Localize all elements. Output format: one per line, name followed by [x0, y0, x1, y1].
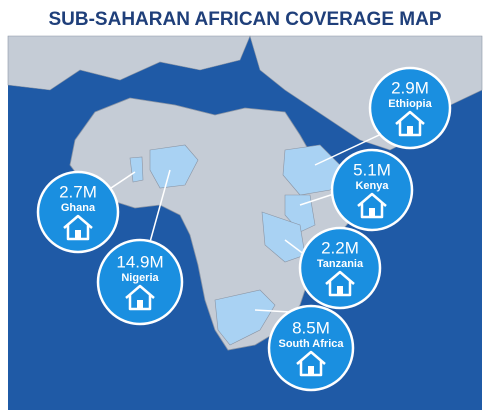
- marker-country: Nigeria: [121, 272, 159, 284]
- house-door: [137, 300, 143, 309]
- marker-circle: [36, 170, 120, 254]
- nigeria-area: [149, 144, 199, 189]
- marker-country: Ghana: [61, 202, 96, 214]
- title: SUB-SAHARAN AFRICAN COVERAGE MAP: [48, 9, 441, 30]
- markers: 2.9MEthiopia5.1MKenya2.7MGhana2.2MTanzan…: [36, 66, 452, 392]
- marker-value: 2.9M: [391, 78, 429, 97]
- south-africa-area: [214, 289, 276, 346]
- marker-value: 2.7M: [59, 182, 97, 201]
- marker-country: Tanzania: [317, 258, 364, 270]
- marker-value: 2.2M: [321, 238, 359, 257]
- marker-country: Kenya: [355, 180, 389, 192]
- marker-value: 14.9M: [116, 252, 163, 271]
- house-door: [369, 208, 375, 217]
- marker-value: 8.5M: [292, 318, 330, 337]
- house-door: [407, 126, 413, 135]
- marker-circle: [330, 148, 414, 232]
- house-door: [337, 286, 343, 295]
- marker-circle: [267, 304, 355, 392]
- marker-circle: [298, 226, 382, 310]
- marker-value: 5.1M: [353, 160, 391, 179]
- house-door: [308, 366, 314, 375]
- tanzania-area: [261, 211, 306, 263]
- house-door: [75, 230, 81, 239]
- marker-country: South Africa: [279, 338, 345, 350]
- marker-circle: [368, 66, 452, 150]
- marker-country: Ethiopia: [388, 98, 432, 110]
- europe: [7, 35, 251, 91]
- marker-circle: [96, 238, 184, 326]
